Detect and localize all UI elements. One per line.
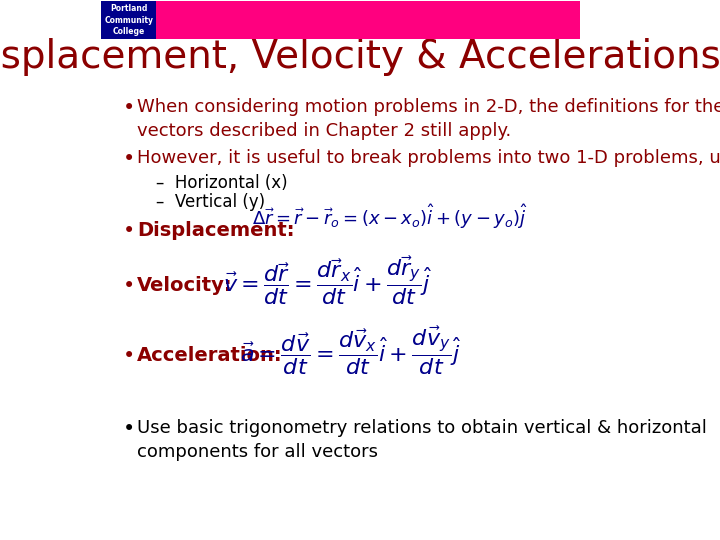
Text: •: •: [123, 346, 135, 366]
Text: Portland
Community
College: Portland Community College: [104, 4, 153, 36]
Text: $\vec{v}=\dfrac{d\vec{r}}{dt}=\dfrac{d\vec{r}_x}{dt}\hat{i}+\dfrac{d\vec{r}_y}{d: $\vec{v}=\dfrac{d\vec{r}}{dt}=\dfrac{d\v…: [223, 255, 433, 307]
Text: $\vec{a}=\dfrac{d\vec{v}}{dt}=\dfrac{d\vec{v}_x}{dt}\hat{i}+\dfrac{d\vec{v}_y}{d: $\vec{a}=\dfrac{d\vec{v}}{dt}=\dfrac{d\v…: [240, 325, 462, 377]
Text: •: •: [123, 418, 135, 438]
Text: However, it is useful to break problems into two 1-D problems, usually: However, it is useful to break problems …: [138, 149, 720, 167]
Text: Velocity:: Velocity:: [138, 276, 233, 295]
Text: •: •: [123, 98, 135, 118]
FancyBboxPatch shape: [102, 1, 580, 39]
Text: Displacement, Velocity & Accelerations: Displacement, Velocity & Accelerations: [0, 38, 720, 76]
Text: When considering motion problems in 2-D, the definitions for the motion: When considering motion problems in 2-D,…: [138, 98, 720, 116]
Text: Use basic trigonometry relations to obtain vertical & horizontal: Use basic trigonometry relations to obta…: [138, 418, 707, 437]
Text: –  Horizontal (x): – Horizontal (x): [156, 174, 288, 192]
Text: •: •: [123, 149, 135, 169]
Text: components for all vectors: components for all vectors: [138, 443, 378, 461]
FancyBboxPatch shape: [102, 1, 156, 39]
Text: Acceleration:: Acceleration:: [138, 346, 283, 365]
Text: –  Vertical (y): – Vertical (y): [156, 193, 266, 211]
Text: Displacement:: Displacement:: [138, 221, 294, 240]
Text: vectors described in Chapter 2 still apply.: vectors described in Chapter 2 still app…: [138, 122, 511, 140]
Text: $\Delta\vec{r}=\vec{r}-\vec{r}_o=(x-x_o)\hat{i}+(y-y_o)\hat{j}$: $\Delta\vec{r}=\vec{r}-\vec{r}_o=(x-x_o)…: [252, 202, 528, 231]
Text: •: •: [123, 276, 135, 296]
Text: •: •: [123, 221, 135, 241]
